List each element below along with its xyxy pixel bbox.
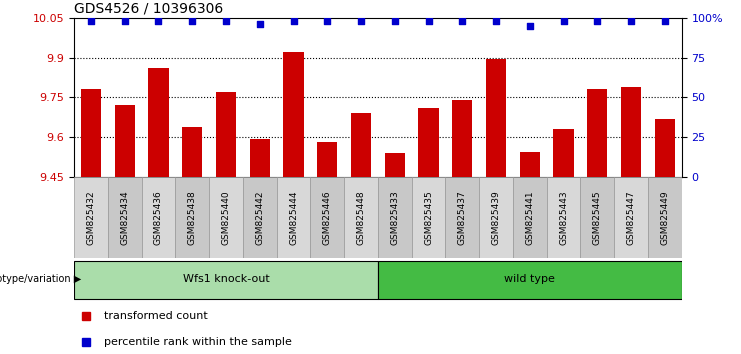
Point [625, 18, 637, 24]
Bar [148, 68, 169, 177]
FancyBboxPatch shape [580, 177, 614, 258]
Text: GSM825439: GSM825439 [491, 190, 501, 245]
FancyBboxPatch shape [74, 261, 378, 299]
Bar [385, 153, 405, 177]
Point [322, 18, 333, 24]
Point [389, 18, 401, 24]
Text: GSM825435: GSM825435 [424, 190, 433, 245]
Point [288, 18, 299, 24]
Text: GSM825445: GSM825445 [593, 190, 602, 245]
Bar [655, 119, 675, 177]
Bar [115, 105, 135, 177]
Bar [351, 113, 371, 177]
Bar [621, 87, 641, 177]
Point [659, 18, 671, 24]
FancyBboxPatch shape [142, 177, 176, 258]
Text: genotype/variation ▶: genotype/variation ▶ [0, 274, 82, 284]
Text: GSM825446: GSM825446 [323, 190, 332, 245]
Bar [587, 90, 608, 177]
Text: wild type: wild type [505, 274, 555, 284]
Point [591, 18, 603, 24]
FancyBboxPatch shape [648, 177, 682, 258]
Text: GSM825443: GSM825443 [559, 190, 568, 245]
Point [490, 18, 502, 24]
FancyBboxPatch shape [547, 177, 580, 258]
Bar [486, 59, 506, 177]
Text: GSM825447: GSM825447 [627, 190, 636, 245]
Text: GSM825441: GSM825441 [525, 190, 534, 245]
FancyBboxPatch shape [378, 261, 682, 299]
Point [85, 18, 97, 24]
Point [558, 18, 570, 24]
FancyBboxPatch shape [614, 177, 648, 258]
Bar [519, 152, 540, 177]
Text: transformed count: transformed count [104, 311, 208, 321]
Text: GSM825434: GSM825434 [120, 190, 129, 245]
FancyBboxPatch shape [276, 177, 310, 258]
Text: GSM825444: GSM825444 [289, 190, 298, 245]
Point [355, 18, 367, 24]
Point [186, 18, 198, 24]
Point [456, 18, 468, 24]
FancyBboxPatch shape [479, 177, 513, 258]
Point [220, 18, 232, 24]
FancyBboxPatch shape [344, 177, 378, 258]
Bar [554, 129, 574, 177]
Bar [81, 90, 101, 177]
Text: GSM825448: GSM825448 [356, 190, 365, 245]
FancyBboxPatch shape [108, 177, 142, 258]
Text: GSM825436: GSM825436 [154, 190, 163, 245]
Text: GSM825432: GSM825432 [87, 190, 96, 245]
Bar [283, 52, 304, 177]
Text: GSM825438: GSM825438 [187, 190, 197, 245]
Text: GSM825433: GSM825433 [391, 190, 399, 245]
Bar [317, 142, 337, 177]
Bar [182, 126, 202, 177]
FancyBboxPatch shape [445, 177, 479, 258]
Text: GSM825437: GSM825437 [458, 190, 467, 245]
Text: Wfs1 knock-out: Wfs1 knock-out [182, 274, 270, 284]
Point [254, 21, 266, 27]
FancyBboxPatch shape [513, 177, 547, 258]
FancyBboxPatch shape [310, 177, 344, 258]
Point [524, 23, 536, 28]
Point [153, 18, 165, 24]
Bar [419, 108, 439, 177]
Text: percentile rank within the sample: percentile rank within the sample [104, 337, 293, 347]
Text: GSM825440: GSM825440 [222, 190, 230, 245]
Point [119, 18, 130, 24]
FancyBboxPatch shape [412, 177, 445, 258]
Text: GDS4526 / 10396306: GDS4526 / 10396306 [74, 1, 223, 15]
Bar [452, 100, 473, 177]
Bar [216, 92, 236, 177]
FancyBboxPatch shape [209, 177, 243, 258]
Text: GSM825449: GSM825449 [660, 190, 669, 245]
FancyBboxPatch shape [378, 177, 412, 258]
Bar [250, 138, 270, 177]
FancyBboxPatch shape [74, 177, 108, 258]
FancyBboxPatch shape [176, 177, 209, 258]
Point [422, 18, 434, 24]
Text: GSM825442: GSM825442 [255, 190, 265, 245]
FancyBboxPatch shape [243, 177, 276, 258]
